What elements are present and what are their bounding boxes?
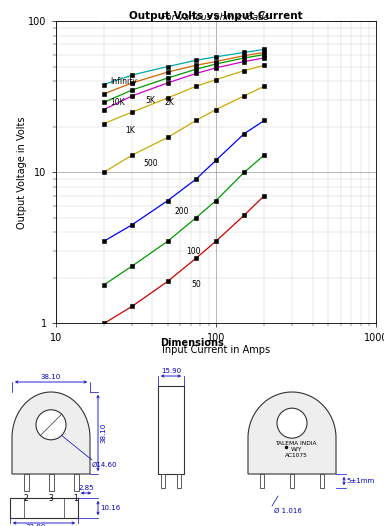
Text: 50: 50: [191, 280, 201, 289]
Bar: [158, 386, 184, 474]
Text: For various ohmic loads: For various ohmic loads: [161, 13, 269, 22]
Bar: [10, 498, 78, 518]
Text: 10.16: 10.16: [100, 505, 120, 511]
Bar: [74, 474, 79, 491]
Polygon shape: [12, 392, 90, 474]
Bar: [49, 474, 54, 491]
Text: 5±1mm: 5±1mm: [346, 478, 374, 484]
Text: 2.85: 2.85: [78, 485, 94, 491]
X-axis label: Input Current in Amps: Input Current in Amps: [162, 345, 270, 355]
Text: 5K: 5K: [145, 96, 155, 105]
Y-axis label: Output Voltage in Volts: Output Voltage in Volts: [17, 116, 27, 228]
Polygon shape: [248, 392, 336, 474]
Text: 100: 100: [186, 247, 200, 256]
Text: 38.10: 38.10: [41, 374, 61, 380]
Circle shape: [36, 410, 66, 440]
Text: 2K: 2K: [165, 98, 175, 107]
Text: 200: 200: [174, 207, 189, 216]
Bar: [260, 474, 264, 488]
Text: 38.10: 38.10: [100, 423, 106, 443]
Text: Ø 1.016: Ø 1.016: [274, 508, 302, 514]
Text: 33.00: 33.00: [26, 524, 46, 526]
Bar: [290, 474, 294, 488]
Bar: [320, 474, 324, 488]
Text: 2: 2: [24, 494, 28, 503]
Text: Dimensions: Dimensions: [160, 338, 224, 348]
Text: Ø14.60: Ø14.60: [92, 462, 118, 468]
Text: TALEMA INDIA
W/Y
AC1075: TALEMA INDIA W/Y AC1075: [275, 441, 317, 458]
Circle shape: [277, 408, 307, 438]
Text: 1: 1: [74, 494, 78, 503]
Bar: [177, 474, 181, 488]
Bar: [24, 474, 29, 491]
Text: 500: 500: [143, 158, 157, 168]
Text: Infinity: Infinity: [111, 77, 137, 86]
Text: 10K: 10K: [111, 98, 125, 107]
Text: 15.90: 15.90: [161, 368, 181, 374]
Title: Output Volts vs Input Current: Output Volts vs Input Current: [129, 11, 303, 21]
Text: 1K: 1K: [125, 126, 134, 135]
Text: 3: 3: [48, 494, 53, 503]
Bar: [161, 474, 165, 488]
